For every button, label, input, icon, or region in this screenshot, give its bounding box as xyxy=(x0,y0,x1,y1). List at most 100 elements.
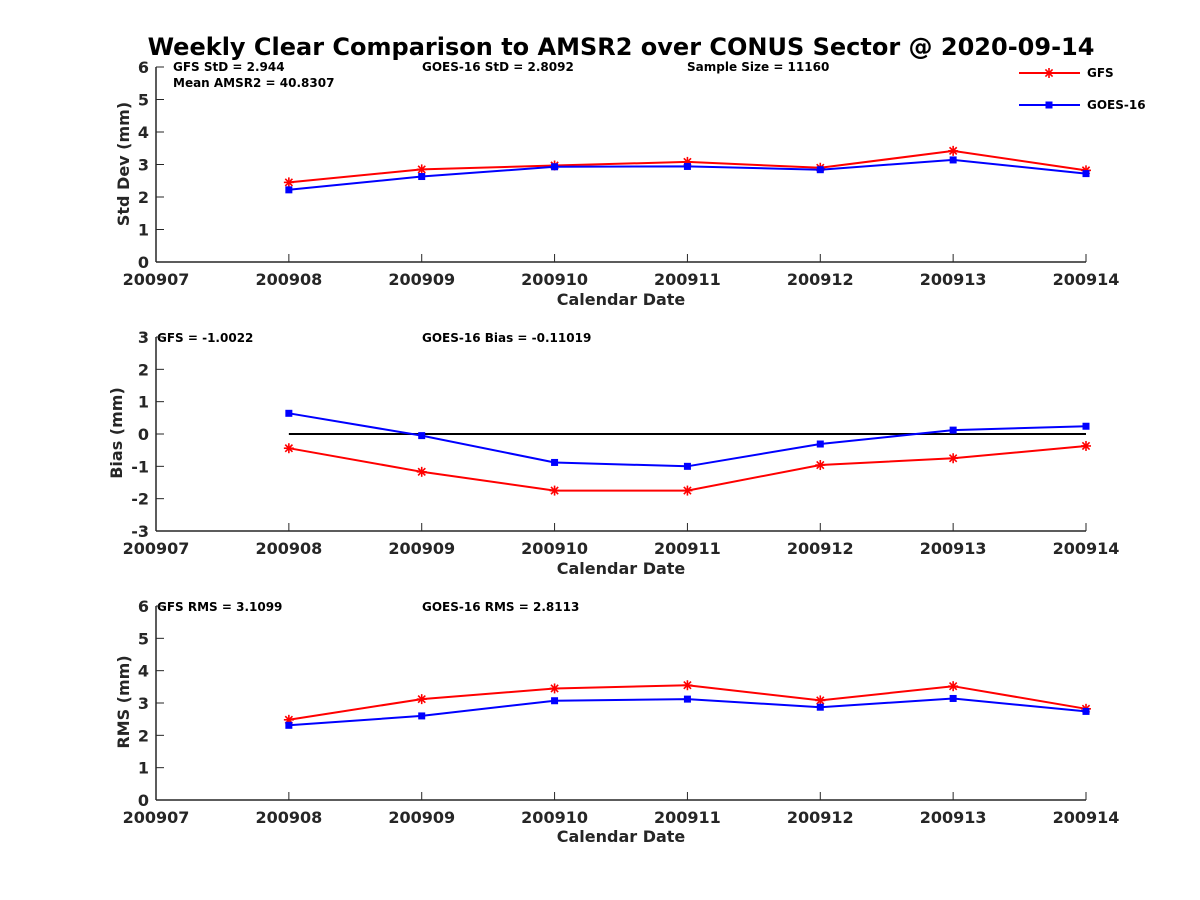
data-point-gfs xyxy=(1081,440,1091,451)
data-point-goes16 xyxy=(949,694,957,702)
legend-square-marker xyxy=(1045,101,1053,109)
data-point-goes16 xyxy=(551,163,559,171)
legend-label-gfs: GFS xyxy=(1087,66,1114,80)
data-point-goes16 xyxy=(949,426,957,434)
data-point-goes16 xyxy=(949,156,957,164)
y-axis-label: RMS (mm) xyxy=(114,655,133,748)
x-tick-label: 200912 xyxy=(787,270,854,289)
square-marker xyxy=(1082,422,1090,430)
x-tick-label: 200913 xyxy=(920,539,987,558)
x-tick-label: 200914 xyxy=(1053,808,1120,827)
data-point-gfs xyxy=(416,466,427,477)
data-point-gfs xyxy=(283,177,294,188)
asterisk-stroke xyxy=(1081,441,1091,451)
y-tick-label: 3 xyxy=(138,156,149,175)
data-point-goes16 xyxy=(418,173,426,181)
x-axis-label: Calendar Date xyxy=(557,559,686,578)
x-tick-label: 200909 xyxy=(388,270,455,289)
annotation-gfs-std: GFS StD = 2.944 xyxy=(173,60,285,74)
legend-marker-gfs xyxy=(1044,68,1054,78)
annotation-sample-size: Sample Size = 11160 xyxy=(687,60,829,74)
square-marker xyxy=(816,440,824,448)
data-point-goes16 xyxy=(683,462,691,470)
y-tick-label: 5 xyxy=(138,629,149,648)
x-tick-label: 200914 xyxy=(1053,539,1120,558)
y-tick-label: -2 xyxy=(131,490,149,509)
square-marker xyxy=(285,186,293,194)
y-tick-label: 2 xyxy=(138,726,149,745)
asterisk-stroke xyxy=(948,682,958,691)
y-tick-label: 3 xyxy=(138,328,149,347)
annotation-goes16-bias: GOES-16 Bias = -0.11019 xyxy=(422,331,591,345)
y-tick-label: 5 xyxy=(138,91,149,110)
y-tick-label: 0 xyxy=(138,791,149,810)
data-point-gfs xyxy=(948,453,959,464)
data-point-gfs xyxy=(416,694,427,705)
legend: GFS GOES-16 xyxy=(1019,66,1146,112)
chart-title: Weekly Clear Comparison to AMSR2 over CO… xyxy=(148,33,1095,61)
x-tick-label: 200910 xyxy=(521,270,588,289)
data-point-gfs xyxy=(948,681,959,692)
annotation-goes16-std: GOES-16 StD = 2.8092 xyxy=(422,60,574,74)
x-tick-label: 200907 xyxy=(123,270,190,289)
data-point-goes16 xyxy=(418,432,426,440)
data-point-gfs xyxy=(549,683,560,694)
data-point-goes16 xyxy=(683,695,691,703)
data-point-goes16 xyxy=(418,712,426,720)
y-tick-label: 0 xyxy=(138,253,149,272)
y-tick-label: 6 xyxy=(138,597,149,616)
x-tick-label: 200911 xyxy=(654,539,721,558)
asterisk-stroke xyxy=(948,454,958,463)
asterisk-stroke xyxy=(683,486,692,495)
x-tick-label: 200913 xyxy=(920,270,987,289)
x-axis-label: Calendar Date xyxy=(557,827,686,846)
square-marker xyxy=(551,163,559,171)
square-marker xyxy=(418,712,426,720)
data-point-goes16 xyxy=(816,166,824,174)
x-tick-label: 200913 xyxy=(920,808,987,827)
annotation-gfs-bias: GFS = -1.0022 xyxy=(157,331,253,345)
legend-label-goes16: GOES-16 xyxy=(1087,98,1146,112)
y-tick-label: 1 xyxy=(138,393,149,412)
square-marker xyxy=(816,703,824,711)
square-marker xyxy=(551,458,559,466)
annotation-gfs-rms: GFS RMS = 3.1099 xyxy=(157,600,282,614)
x-tick-label: 200909 xyxy=(388,539,455,558)
y-tick-label: 6 xyxy=(138,58,149,77)
x-tick-label: 200910 xyxy=(521,808,588,827)
legend-marker-goes16 xyxy=(1045,101,1053,109)
asterisk-stroke xyxy=(417,467,426,476)
y-tick-label: -1 xyxy=(131,457,149,476)
square-marker xyxy=(683,462,691,470)
x-tick-label: 200908 xyxy=(255,539,322,558)
x-tick-label: 200909 xyxy=(388,808,455,827)
data-point-goes16 xyxy=(551,458,559,466)
square-marker xyxy=(1082,170,1090,178)
square-marker xyxy=(285,721,293,729)
y-tick-label: 2 xyxy=(138,360,149,379)
data-point-goes16 xyxy=(285,186,293,194)
y-tick-label: 4 xyxy=(138,123,149,142)
data-point-gfs xyxy=(549,485,560,496)
y-tick-label: -3 xyxy=(131,522,149,541)
square-marker xyxy=(949,426,957,434)
asterisk-stroke xyxy=(284,178,294,187)
x-axis-label: Calendar Date xyxy=(557,290,686,309)
y-tick-label: 4 xyxy=(138,662,149,681)
square-marker xyxy=(683,162,691,170)
asterisk-stroke xyxy=(948,146,958,156)
x-tick-label: 200907 xyxy=(123,539,190,558)
asterisk-stroke xyxy=(550,684,559,693)
x-tick-label: 200908 xyxy=(255,808,322,827)
x-tick-label: 200911 xyxy=(654,808,721,827)
annotation-mean-amsr2: Mean AMSR2 = 40.8307 xyxy=(173,76,334,90)
x-tick-label: 200911 xyxy=(654,270,721,289)
asterisk-stroke xyxy=(683,681,692,690)
square-marker xyxy=(683,695,691,703)
asterisk-stroke xyxy=(816,696,825,705)
asterisk-stroke xyxy=(816,460,825,470)
data-point-gfs xyxy=(682,680,693,691)
x-tick-label: 200912 xyxy=(787,808,854,827)
y-tick-label: 1 xyxy=(138,759,149,778)
